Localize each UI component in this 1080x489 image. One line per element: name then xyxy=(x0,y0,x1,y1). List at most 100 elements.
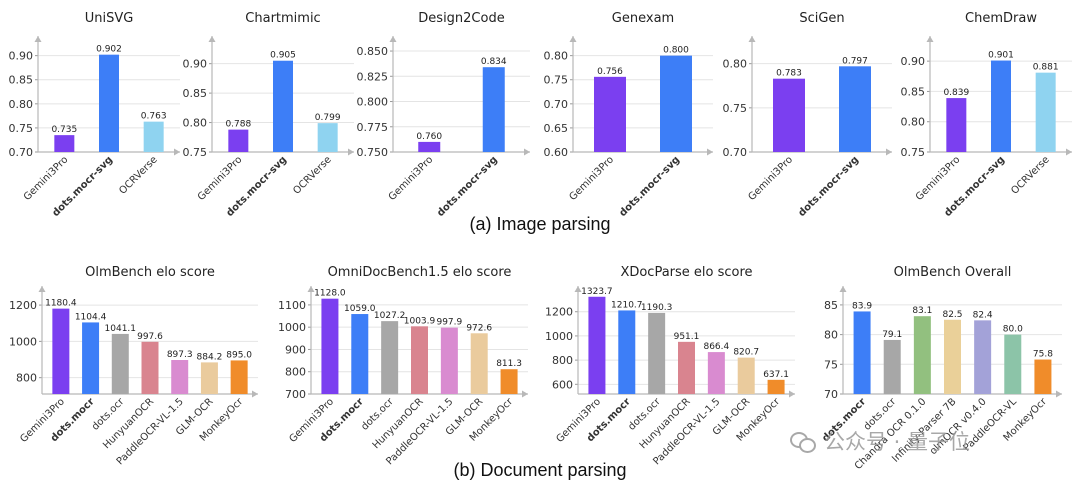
data-label: 83.9 xyxy=(852,301,872,311)
y-tick-label: 0.850 xyxy=(357,45,389,58)
bar xyxy=(944,319,961,394)
data-label: 0.756 xyxy=(597,67,623,77)
y-axis-arrow xyxy=(34,36,42,42)
chart-title: OlmBench elo score xyxy=(85,265,215,280)
chart-title: Design2Code xyxy=(418,11,504,26)
bar xyxy=(660,55,692,152)
data-label: 997.6 xyxy=(137,332,163,342)
y-tick-label: 0.75 xyxy=(901,146,926,159)
bar xyxy=(482,67,505,152)
chart-title: OmniDocBench1.5 elo score xyxy=(328,265,512,280)
category-label: OCRVerse xyxy=(291,154,333,196)
bar xyxy=(228,129,249,152)
bar xyxy=(946,98,967,152)
data-label: 1059.0 xyxy=(344,304,376,314)
data-label: 637.1 xyxy=(763,370,789,380)
bar xyxy=(737,357,755,394)
bar xyxy=(773,78,805,152)
wechat-icon xyxy=(790,430,816,453)
bar xyxy=(500,369,518,394)
bar xyxy=(141,341,159,394)
bar xyxy=(588,296,606,394)
chart-title: OlmBench Overall xyxy=(894,265,1012,280)
y-tick-label: 75 xyxy=(824,358,838,371)
y-axis-arrow xyxy=(574,286,582,292)
data-label: 997.9 xyxy=(436,318,462,328)
y-tick-label: 0.80 xyxy=(183,117,208,130)
bar xyxy=(273,60,293,152)
bar xyxy=(470,333,488,394)
data-label: 0.902 xyxy=(96,45,122,55)
y-tick-label: 80 xyxy=(824,329,838,342)
data-label: 82.5 xyxy=(942,310,962,320)
bar xyxy=(54,135,75,152)
data-label: 0.881 xyxy=(1033,63,1059,73)
bar xyxy=(52,308,70,394)
y-tick-label: 70 xyxy=(824,388,838,401)
y-tick-label: 85 xyxy=(824,299,838,312)
x-axis-arrow xyxy=(707,148,713,156)
category-label: dots.mocr-svg xyxy=(435,154,500,219)
y-tick-label: 0.750 xyxy=(357,146,389,159)
data-label: 0.763 xyxy=(141,112,167,122)
bar xyxy=(767,379,785,394)
bar xyxy=(913,316,931,394)
watermark-text: 公众号 · 量子位 xyxy=(824,430,971,454)
y-tick-label: 1000 xyxy=(278,321,306,334)
data-label: 0.788 xyxy=(225,120,251,130)
y-tick-label: 0.90 xyxy=(901,55,926,68)
y-tick-label: 600 xyxy=(552,378,573,391)
category-label: Gemini3Pro xyxy=(196,154,245,203)
data-label: 972.6 xyxy=(466,323,492,333)
chart-title: XDocParse elo score xyxy=(620,265,752,280)
y-tick-label: 0.80 xyxy=(544,50,569,63)
y-tick-label: 800 xyxy=(285,366,306,379)
bar xyxy=(351,314,369,394)
data-label: 1104.4 xyxy=(75,312,107,322)
bar xyxy=(618,310,636,394)
bar xyxy=(1035,72,1056,152)
data-label: 884.2 xyxy=(197,352,223,362)
category-label: Gemini3Pro xyxy=(22,154,71,203)
data-label: 80.0 xyxy=(1003,325,1023,335)
data-label: 79.1 xyxy=(882,330,902,340)
bar xyxy=(1004,334,1022,394)
data-label: 895.0 xyxy=(226,350,252,360)
y-tick-label: 1100 xyxy=(278,299,306,312)
bar xyxy=(1034,359,1052,394)
y-axis-arrow xyxy=(307,286,315,292)
chart-title: UniSVG xyxy=(85,11,134,26)
x-axis-arrow xyxy=(252,390,258,398)
watermark: 公众号 · 量子位 xyxy=(790,424,1060,458)
data-label: 82.4 xyxy=(973,310,993,320)
bar xyxy=(411,326,428,394)
y-tick-label: 800 xyxy=(16,372,37,385)
bar xyxy=(99,54,119,152)
bar xyxy=(707,352,725,394)
y-tick-label: 700 xyxy=(285,388,306,401)
data-label: 820.7 xyxy=(733,348,759,358)
y-tick-label: 900 xyxy=(285,343,306,356)
y-tick-label: 0.75 xyxy=(723,102,748,115)
bar xyxy=(839,66,871,152)
x-axis-arrow xyxy=(348,148,354,156)
bar xyxy=(678,341,695,394)
y-tick-label: 0.70 xyxy=(544,98,569,111)
bar xyxy=(648,312,666,394)
y-tick-label: 1200 xyxy=(9,299,37,312)
data-label: 0.800 xyxy=(663,46,689,56)
data-label: 1027.2 xyxy=(374,311,406,321)
category-label: OCRVerse xyxy=(117,154,159,196)
x-axis-arrow xyxy=(1056,390,1062,398)
y-tick-label: 1000 xyxy=(9,335,37,348)
y-tick-label: 0.75 xyxy=(9,122,34,135)
bar xyxy=(381,321,399,394)
y-axis-arrow xyxy=(926,36,934,42)
data-label: 0.905 xyxy=(270,51,296,61)
y-axis-arrow xyxy=(208,36,216,42)
y-tick-label: 0.90 xyxy=(9,50,34,63)
bar xyxy=(317,123,338,152)
bar xyxy=(143,121,164,152)
y-tick-label: 0.80 xyxy=(9,98,34,111)
